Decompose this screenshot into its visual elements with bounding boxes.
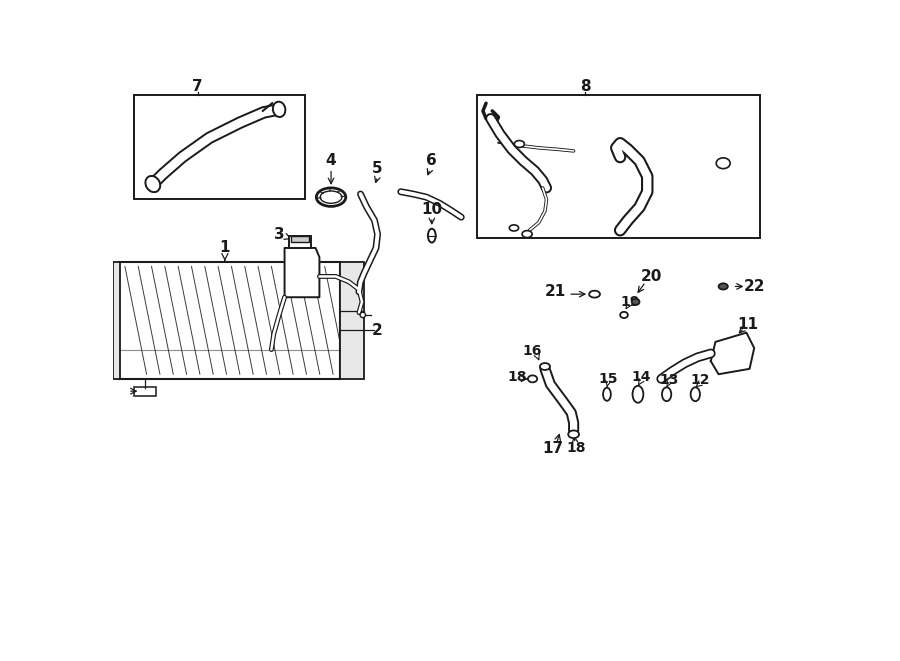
Ellipse shape (718, 284, 728, 290)
Ellipse shape (273, 102, 285, 117)
Ellipse shape (620, 312, 628, 318)
Ellipse shape (320, 191, 342, 204)
Text: 13: 13 (660, 373, 679, 387)
Text: 2: 2 (373, 323, 382, 338)
Text: 3: 3 (274, 227, 291, 241)
Text: 1: 1 (220, 241, 230, 261)
Text: 19: 19 (620, 295, 640, 309)
Ellipse shape (540, 363, 550, 370)
Bar (134, 95, 305, 200)
Text: 4: 4 (326, 153, 337, 169)
Polygon shape (284, 248, 319, 297)
Ellipse shape (528, 375, 537, 382)
Text: 11: 11 (737, 317, 759, 332)
Ellipse shape (509, 225, 518, 231)
Text: 8: 8 (580, 79, 590, 94)
Text: 10: 10 (421, 202, 443, 217)
Text: 12: 12 (690, 373, 710, 387)
Text: 18: 18 (508, 369, 526, 383)
Text: 16: 16 (523, 344, 542, 358)
Text: 6: 6 (427, 153, 437, 169)
Ellipse shape (590, 291, 600, 297)
Ellipse shape (662, 387, 671, 401)
Text: 20: 20 (641, 269, 662, 284)
Ellipse shape (514, 141, 525, 147)
Ellipse shape (568, 430, 579, 438)
Bar (339, 262, 365, 379)
Text: 14: 14 (631, 369, 651, 383)
Text: 15: 15 (598, 372, 618, 386)
Ellipse shape (360, 312, 365, 318)
Ellipse shape (716, 158, 730, 169)
Ellipse shape (522, 231, 532, 237)
Bar (119, 262, 339, 379)
Text: 17: 17 (542, 441, 563, 455)
Text: 21: 21 (545, 284, 566, 299)
Ellipse shape (146, 176, 160, 192)
Ellipse shape (428, 229, 436, 243)
Text: 7: 7 (193, 79, 203, 94)
Text: 5: 5 (373, 161, 382, 176)
Ellipse shape (632, 299, 640, 305)
Text: 22: 22 (743, 279, 765, 294)
Ellipse shape (316, 188, 346, 206)
Bar (291, 237, 310, 242)
Text: 9: 9 (495, 133, 505, 147)
Ellipse shape (603, 388, 611, 401)
Bar (112, 262, 121, 379)
Bar (477, 95, 760, 238)
Bar (134, 387, 156, 396)
Ellipse shape (690, 387, 700, 401)
Text: 18: 18 (566, 441, 586, 455)
Bar (289, 235, 310, 248)
Polygon shape (711, 332, 754, 374)
Ellipse shape (633, 386, 643, 403)
